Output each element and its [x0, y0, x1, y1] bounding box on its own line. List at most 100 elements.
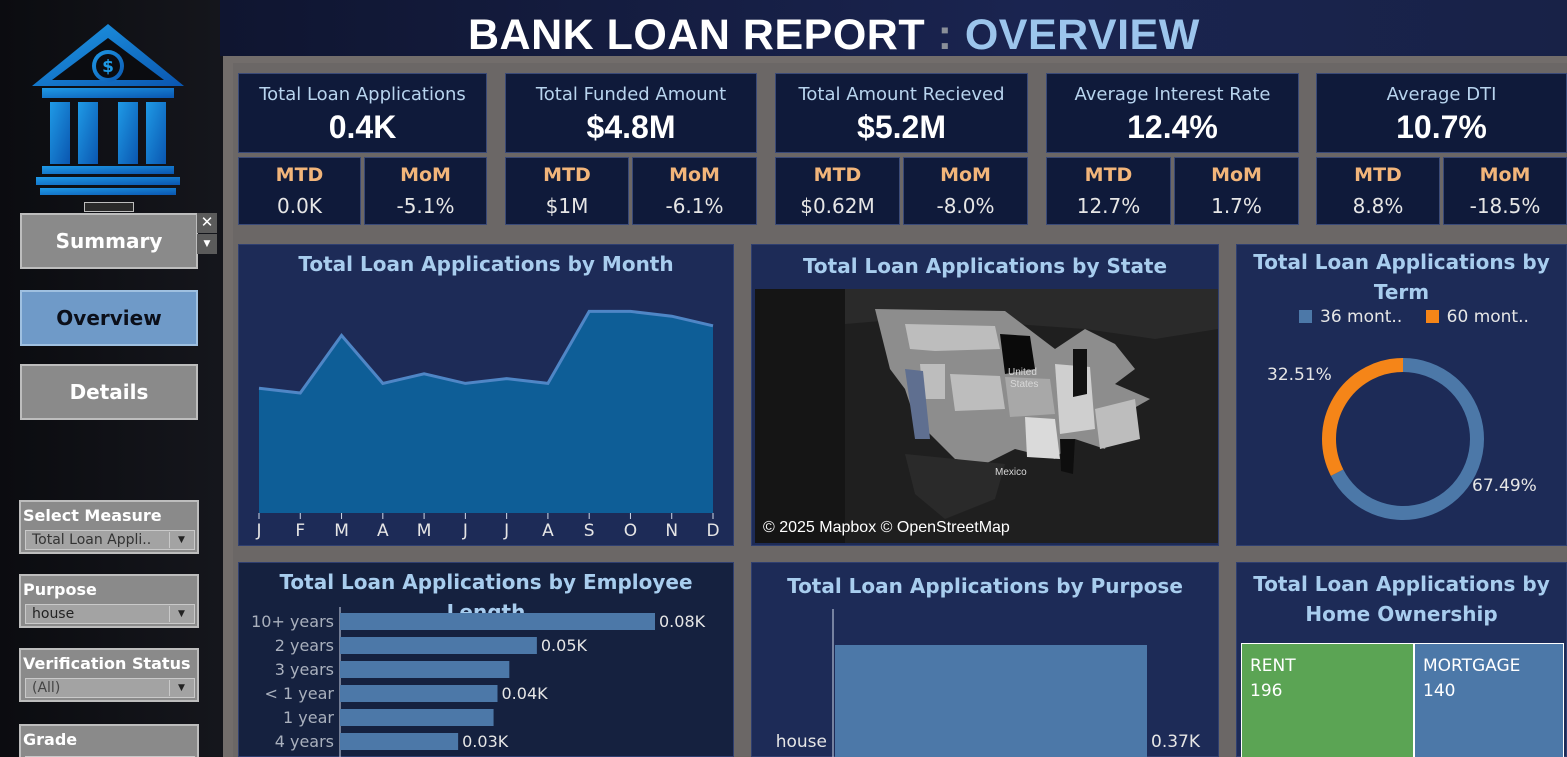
kpi-mom-value: -18.5%	[1469, 194, 1541, 218]
kpi-mtd-box: MTD 12.7%	[1046, 157, 1171, 225]
kpi-mom-box: MoM -5.1%	[364, 157, 487, 225]
home-mortgage-tile[interactable]: MORTGAGE 140	[1414, 643, 1564, 757]
emp-category-label: 4 years	[275, 732, 334, 751]
kpi-mom-value: -8.0%	[936, 194, 995, 218]
term-label-60: 32.51%	[1267, 365, 1332, 385]
purpose-bar[interactable]	[835, 645, 1147, 757]
month-area-fill	[259, 311, 713, 513]
kpi-label: Total Loan Applications	[259, 84, 466, 105]
state-map[interactable]: United States Mexico © 2025 Mapbox © Ope…	[755, 289, 1218, 543]
emp-bar[interactable]	[340, 685, 498, 702]
overview-button[interactable]: Overview	[20, 290, 198, 346]
emp-category-label: 3 years	[275, 660, 334, 679]
kpi-label: Average DTI	[1386, 84, 1497, 105]
kpi-mtd-box: MTD 8.8%	[1316, 157, 1440, 225]
kpi-value: 10.7%	[1396, 109, 1487, 145]
details-button[interactable]: Details	[20, 364, 198, 420]
employee-length-panel: Total Loan Applications by Employee Leng…	[238, 562, 734, 757]
legend-swatch-60	[1425, 310, 1439, 323]
kpi-mom-box: MoM -8.0%	[903, 157, 1028, 225]
grade-label: Grade	[23, 730, 78, 749]
kpi-card-0: Total Loan Applications 0.4K	[238, 73, 487, 153]
emp-value-label: 0.08K	[659, 612, 706, 631]
emp-bar[interactable]	[340, 637, 537, 654]
term-chart-title: Total Loan Applications by Term	[1253, 250, 1550, 304]
kpi-mom-label: MoM	[669, 164, 720, 186]
emp-bar[interactable]	[340, 661, 510, 678]
legend-swatch-36	[1299, 310, 1312, 323]
purpose-value-label: 0.37K	[1151, 732, 1201, 752]
summary-drag-handle[interactable]	[84, 202, 134, 212]
month-tick-label: F	[295, 521, 305, 541]
kpi-mtd-label: MTD	[813, 164, 862, 186]
kpi-mtd-box: MTD $0.62M	[775, 157, 900, 225]
term-slice-1[interactable]	[1322, 358, 1404, 476]
chevron-down-icon[interactable]: ▼	[197, 234, 217, 254]
purpose-title: Total Loan Applications by Purpose	[787, 574, 1183, 598]
state-map-title: Total Loan Applications by State	[802, 254, 1168, 278]
kpi-mtd-label: MTD	[543, 164, 591, 186]
kpi-card-4: Average DTI 10.7%	[1316, 73, 1567, 153]
term-chart-panel: Total Loan Applications by Term 36 mont.…	[1236, 244, 1567, 546]
kpi-mom-value: 1.7%	[1211, 194, 1262, 218]
title-main: BANK LOAN REPORT	[468, 11, 926, 59]
close-icon[interactable]: ✕	[197, 213, 217, 233]
kpi-mtd-value: 8.8%	[1352, 194, 1404, 218]
kpi-value: $5.2M	[857, 109, 946, 145]
purpose-filter: Purpose house ▼	[19, 574, 199, 628]
kpi-mom-value: -5.1%	[396, 194, 455, 218]
month-tick-label: M	[417, 521, 432, 541]
map-credit: © 2025 Mapbox © OpenStreetMap	[763, 519, 1010, 536]
kpi-mtd-value: $1M	[545, 194, 589, 218]
month-tick-label: D	[706, 521, 719, 541]
kpi-value: 0.4K	[328, 109, 397, 145]
purpose-panel: Total Loan Applications by Purpose house…	[751, 562, 1219, 757]
term-slice-0[interactable]	[1330, 358, 1484, 520]
home-mortgage-label: MORTGAGE	[1423, 656, 1521, 676]
emp-bar[interactable]	[340, 709, 494, 726]
kpi-mom-label: MoM	[1479, 164, 1531, 186]
term-label-36: 67.49%	[1472, 476, 1537, 496]
kpi-label: Average Interest Rate	[1074, 84, 1271, 105]
kpi-card-3: Average Interest Rate 12.4%	[1046, 73, 1299, 153]
summary-button[interactable]: Summary	[20, 213, 198, 269]
kpi-label: Total Funded Amount	[535, 84, 727, 105]
svg-text:$: $	[102, 57, 114, 77]
term-legend: 36 mont.. 60 mont..	[1299, 307, 1529, 327]
purpose-value: house	[32, 606, 75, 622]
select-measure-value: Total Loan Appli..	[32, 532, 152, 548]
home-ownership-title: Total Loan Applications by Home Ownershi…	[1253, 572, 1550, 626]
emp-bar[interactable]	[340, 733, 459, 750]
kpi-card-2: Total Amount Recieved $5.2M	[775, 73, 1028, 153]
kpi-mom-label: MoM	[1211, 164, 1262, 186]
home-mortgage-value: 140	[1423, 681, 1456, 701]
chevron-down-icon[interactable]: ▼	[169, 606, 193, 622]
purpose-bar-chart: house 0.37K	[776, 609, 1201, 757]
verification-status-dropdown[interactable]: (All) ▼	[25, 678, 195, 698]
chevron-down-icon[interactable]: ▼	[169, 680, 193, 696]
verification-status-label: Verification Status	[23, 654, 191, 673]
sidebar: $ Summary ✕ ▼ Overview Details Select Me…	[0, 0, 220, 757]
month-tick-label: J	[503, 521, 509, 541]
verification-status-value: (All)	[32, 680, 61, 696]
select-measure-dropdown[interactable]: Total Loan Appli.. ▼	[25, 530, 195, 550]
emp-category-label: 10+ years	[251, 612, 334, 631]
header-bar	[220, 0, 1567, 56]
home-rent-tile[interactable]: RENT 196	[1241, 643, 1414, 757]
kpi-mtd-label: MTD	[1084, 164, 1133, 186]
bank-building-icon: $	[32, 24, 184, 195]
month-tick-label: O	[624, 521, 637, 541]
emp-category-label: 2 years	[275, 636, 334, 655]
emp-bar[interactable]	[340, 613, 655, 630]
home-ownership-panel: Total Loan Applications by Home Ownershi…	[1236, 562, 1567, 757]
employee-length-bar-chart: 10+ years 0.08K 2 years 0.05K 3 years < 1 yea…	[251, 607, 706, 757]
kpi-mtd-box: MTD $1M	[505, 157, 629, 225]
chevron-down-icon[interactable]: ▼	[169, 532, 193, 548]
kpi-mom-label: MoM	[400, 164, 451, 186]
purpose-dropdown[interactable]: house ▼	[25, 604, 195, 624]
month-tick-label: M	[334, 521, 349, 541]
kpi-mom-box: MoM 1.7%	[1174, 157, 1299, 225]
kpi-mtd-label: MTD	[275, 164, 324, 186]
emp-category-label: < 1 year	[265, 684, 335, 703]
kpi-mom-value: -6.1%	[665, 194, 724, 218]
